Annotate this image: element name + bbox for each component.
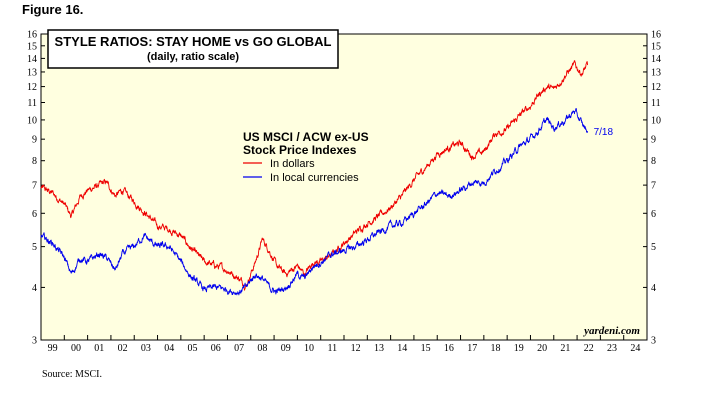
x-tick-label: 08 — [257, 343, 267, 354]
x-tick-label: 03 — [141, 343, 151, 354]
x-tick-label: 10 — [304, 343, 314, 354]
x-tick-label: 16 — [444, 343, 454, 354]
y-tick-label-right: 11 — [651, 98, 661, 109]
x-tick-label: 24 — [630, 343, 640, 354]
x-tick-label: 07 — [234, 343, 244, 354]
x-tick-label: 09 — [281, 343, 291, 354]
legend: US MSCI / ACW ex-US Stock Price Indexes … — [243, 130, 369, 184]
y-tick-label-left: 6 — [32, 209, 37, 220]
legend-title-line1: US MSCI / ACW ex-US — [243, 130, 369, 144]
y-tick-label-right: 12 — [651, 82, 661, 93]
x-tick-label: 21 — [560, 343, 570, 354]
x-tick-label: 05 — [188, 343, 198, 354]
x-tick-label: 01 — [94, 343, 104, 354]
x-tick-label: 02 — [118, 343, 128, 354]
chart-subtitle: (daily, ratio scale) — [147, 51, 239, 63]
series-line-in-local-currencies — [40, 108, 589, 296]
y-tick-label-right: 9 — [651, 135, 656, 146]
x-tick-label: 17 — [467, 343, 477, 354]
y-tick-label-right: 14 — [651, 54, 661, 65]
y-tick-label-right: 7 — [651, 181, 656, 192]
end-date-label: 7/18 — [594, 127, 614, 138]
y-tick-label-left: 15 — [27, 41, 37, 52]
y-tick-label-right: 3 — [651, 336, 656, 347]
x-tick-label: 22 — [584, 343, 594, 354]
x-tick-label: 00 — [71, 343, 81, 354]
x-tick-label: 04 — [164, 343, 174, 354]
y-tick-label-left: 7 — [32, 181, 37, 192]
legend-title-line2: Stock Price Indexes — [243, 143, 357, 157]
y-tick-label-left: 10 — [27, 115, 37, 126]
x-tick-label: 06 — [211, 343, 221, 354]
y-tick-label-left: 11 — [27, 98, 37, 109]
y-tick-label-left: 5 — [32, 242, 37, 253]
y-tick-label-left: 8 — [32, 156, 37, 167]
x-tick-label: 99 — [48, 343, 58, 354]
x-axis: 99 00 01 02 03 04 05 06 07 08 09 10 11 12 13 14 15 16 17 18… — [40, 335, 648, 354]
figure-label: Figure 16. — [22, 2, 84, 17]
y-tick-label-right: 6 — [651, 209, 656, 220]
y-tick-label-right: 5 — [651, 242, 656, 253]
legend-item-local: In local currencies — [270, 172, 359, 184]
y-tick-label-left: 4 — [32, 283, 37, 294]
x-tick-label: 20 — [537, 343, 547, 354]
y-tick-label-left: 12 — [27, 82, 37, 93]
credit-label: yardeni.com — [582, 325, 640, 337]
x-tick-label: 19 — [514, 343, 524, 354]
x-tick-label: 11 — [328, 343, 338, 354]
y-tick-label-left: 9 — [32, 135, 37, 146]
y-tick-label-right: 4 — [651, 283, 656, 294]
y-tick-label-left: 3 — [32, 336, 37, 347]
y-tick-label-right: 15 — [651, 41, 661, 52]
legend-item-usd: In dollars — [270, 158, 315, 170]
x-tick-label: 18 — [491, 343, 501, 354]
x-tick-label: 13 — [374, 343, 384, 354]
title-box: STYLE RATIOS: STAY HOME vs GO GLOBAL (da… — [47, 29, 339, 69]
y-tick-label-left: 14 — [27, 54, 37, 65]
x-tick-label: 14 — [397, 343, 407, 354]
x-tick-label: 15 — [421, 343, 431, 354]
y-tick-label-right: 8 — [651, 156, 656, 167]
y-tick-label-left: 13 — [27, 67, 37, 78]
source-note: Source: MSCI. — [42, 369, 102, 380]
plot-area — [40, 33, 648, 341]
x-tick-label: 23 — [607, 343, 617, 354]
y-tick-label-left: 16 — [27, 30, 37, 41]
x-tick-label: 12 — [351, 343, 361, 354]
chart-title: STYLE RATIOS: STAY HOME vs GO GLOBAL — [55, 34, 332, 49]
y-tick-label-right: 10 — [651, 115, 661, 126]
y-tick-label-right: 13 — [651, 67, 661, 78]
series-layer — [40, 60, 589, 296]
y-tick-label-right: 16 — [651, 30, 661, 41]
